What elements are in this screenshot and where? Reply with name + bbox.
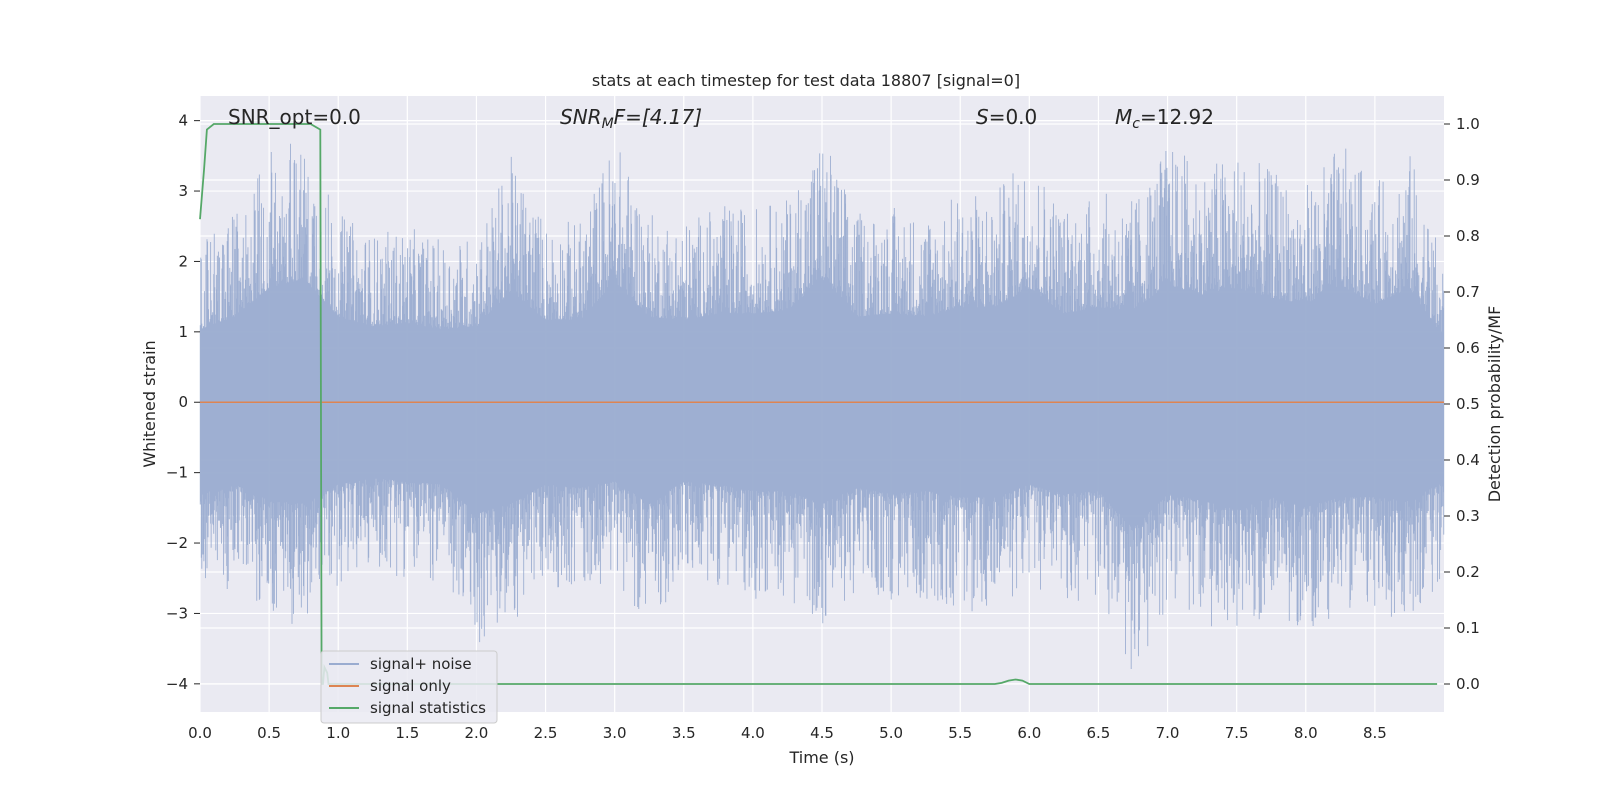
y2-tick-label: 0.0 [1456,675,1480,693]
y2-tick-label: 0.4 [1456,451,1480,469]
x-tick-label: 6.0 [1017,724,1041,742]
x-tick-label: 5.5 [948,724,972,742]
x-tick-label: 6.5 [1087,724,1111,742]
y-tick-label: −2 [166,534,188,552]
y2-tick-label: 0.7 [1456,283,1480,301]
y2-axis-ticks: 0.0 0.1 0.2 0.3 0.4 0.5 0.6 0.7 0.8 0.9 1.0 [1444,115,1480,693]
x-tick-label: 7.5 [1225,724,1249,742]
y2-tick-label: 0.1 [1456,619,1480,637]
x-tick-label: 4.5 [810,724,834,742]
x-axis-label: Time (s) [788,748,854,767]
y-tick-label: 0 [178,393,188,411]
legend-label-signal-only: signal only [370,677,451,695]
y-tick-label: −3 [166,604,188,622]
chart-title: stats at each timestep for test data 188… [592,71,1020,90]
annotation-mc: Mc=12.92 [1115,105,1214,132]
y2-tick-label: 0.8 [1456,227,1480,245]
x-tick-label: 0.0 [188,724,212,742]
annotation-snr-mf: SNRMF=[4.17] [560,105,702,132]
legend-label-signal-noise: signal+ noise [370,655,472,673]
x-tick-label: 2.5 [534,724,558,742]
x-axis-ticks: 0.0 0.5 1.0 1.5 2.0 2.5 3.0 3.5 4.0 4.5 5.0 5.5 6.0 6… [188,724,1387,742]
y-axis-label: Whitened strain [140,340,159,467]
legend-label-signal-statistics: signal statistics [370,699,486,717]
y-axis-ticks: −4 −3 −2 −1 0 1 2 3 4 [166,112,200,693]
y2-tick-label: 0.9 [1456,171,1480,189]
y-tick-label: −1 [166,464,188,482]
x-tick-label: 2.0 [465,724,489,742]
y-tick-label: 1 [178,323,188,341]
y-tick-label: 4 [178,112,188,130]
x-tick-label: 5.0 [879,724,903,742]
x-tick-label: 8.5 [1363,724,1387,742]
y2-tick-label: 0.3 [1456,507,1480,525]
y-tick-label: −4 [166,675,188,693]
x-tick-label: 1.0 [326,724,350,742]
y2-tick-label: 0.5 [1456,395,1480,413]
legend: signal+ noise signal only signal statist… [320,650,498,724]
y-tick-label: 2 [178,252,188,270]
y2-tick-label: 0.2 [1456,563,1480,581]
x-tick-label: 0.5 [257,724,281,742]
x-tick-label: 7.0 [1156,724,1180,742]
x-tick-label: 1.5 [395,724,419,742]
annotation-snr-opt: SNR_opt=0.0 [228,105,361,129]
x-tick-label: 8.0 [1294,724,1318,742]
y-tick-label: 3 [178,182,188,200]
x-tick-label: 3.5 [672,724,696,742]
x-tick-label: 3.0 [603,724,627,742]
y2-tick-label: 0.6 [1456,339,1480,357]
y2-tick-label: 1.0 [1456,115,1480,133]
x-tick-label: 4.0 [741,724,765,742]
y2-axis-label: Detection probability/MF [1485,306,1504,503]
annotation-s: S=0.0 [976,105,1037,129]
